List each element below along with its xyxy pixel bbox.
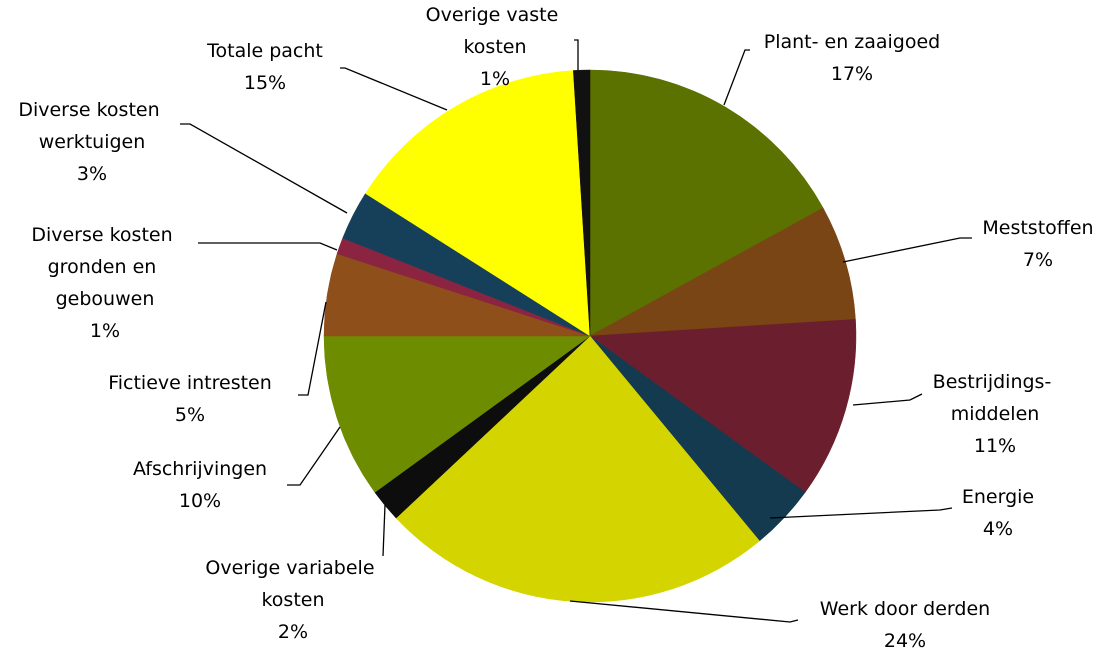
label-line: Plant- en zaaigoed	[764, 31, 941, 53]
slice-label: Energie	[962, 486, 1034, 508]
value-label: 11%	[974, 435, 1016, 457]
slice-label: Overige vaste kosten	[426, 4, 565, 58]
leader-line	[842, 237, 972, 263]
slice-label: Werk door derden	[820, 598, 990, 620]
slice-label: Afschrijvingen	[133, 458, 267, 480]
leader-line	[569, 600, 799, 623]
label-line: Werk door derden	[820, 598, 990, 620]
label-line: Diverse kosten	[18, 99, 165, 121]
slice-label: Meststoffen	[982, 217, 1093, 239]
label-line: Diverse kosten	[31, 224, 178, 246]
pie-slice	[323, 335, 591, 493]
label-line: middelen	[951, 403, 1040, 425]
label-line: Afschrijvingen	[133, 458, 267, 480]
slice-label: Plant- en zaaigoed	[764, 31, 941, 53]
pie-slice	[589, 69, 824, 337]
slice-label: Diverse kosten werktuigen	[18, 99, 165, 153]
label-line: Fictieve intresten	[108, 372, 272, 394]
value-label: 15%	[244, 72, 286, 94]
leader-line	[340, 67, 448, 111]
pie-slice	[365, 70, 591, 337]
label-line: Totale pacht	[206, 40, 323, 62]
value-label: 3%	[77, 163, 107, 185]
leader-line	[382, 504, 386, 557]
slice-label: Diverse kosten gronden en gebouwen	[31, 224, 178, 310]
slice-label: Totale pacht	[206, 40, 323, 62]
value-label: 7%	[1023, 249, 1053, 271]
slice-label: Overige variabele kosten	[205, 557, 380, 611]
leader-line	[723, 49, 750, 106]
slice-label: Bestrijdings- middelen	[933, 371, 1058, 425]
value-label: 10%	[179, 490, 221, 512]
label-line: Meststoffen	[982, 217, 1093, 239]
label-line: werktuigen	[39, 131, 146, 153]
value-label: 17%	[831, 63, 873, 85]
value-label: 2%	[278, 621, 308, 643]
label-line: gronden en	[48, 256, 163, 278]
value-label: 24%	[884, 630, 926, 652]
label-line: Overige vaste	[426, 4, 565, 26]
leader-line	[180, 123, 348, 214]
value-label: 4%	[983, 518, 1013, 540]
slice-label: Fictieve intresten	[108, 372, 272, 394]
pie-slice	[589, 319, 857, 493]
value-label: 5%	[175, 404, 205, 426]
leader-line	[287, 426, 341, 486]
leader-line	[769, 507, 953, 519]
leader-line	[852, 393, 923, 406]
leader-line	[198, 242, 338, 251]
label-line: kosten	[261, 589, 324, 611]
pie-slice	[573, 69, 591, 337]
label-line: gebouwen	[56, 288, 155, 310]
label-line: kosten	[463, 36, 526, 58]
label-line: Energie	[962, 486, 1034, 508]
leader-line	[298, 301, 327, 396]
value-label: 1%	[480, 68, 510, 90]
label-line: Bestrijdings-	[933, 371, 1058, 393]
label-line: Overige variabele	[205, 557, 380, 579]
value-label: 1%	[90, 320, 120, 342]
leader-line	[574, 39, 579, 70]
